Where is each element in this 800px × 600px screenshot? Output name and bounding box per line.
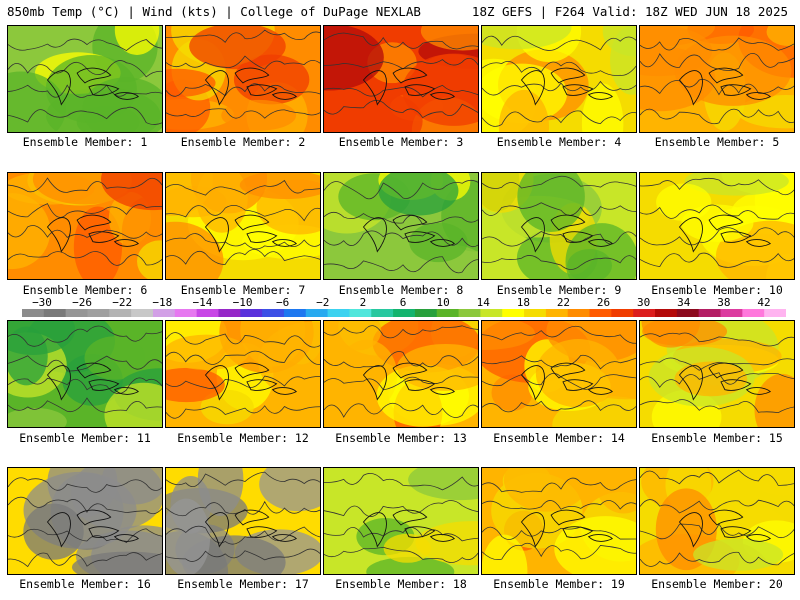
ensemble-map-6 (7, 172, 163, 280)
ensemble-member-label: Ensemble Member: 19 (493, 577, 625, 591)
colorbar-tick-label: 2 (359, 296, 367, 309)
ensemble-map-3 (323, 25, 479, 133)
ensemble-map-4 (481, 25, 637, 133)
ensemble-member-label: Ensemble Member: 15 (651, 431, 783, 445)
ensemble-member-label: Ensemble Member: 11 (19, 431, 151, 445)
colorbar-tick-label: −6 (276, 296, 290, 309)
ensemble-member-label: Ensemble Member: 10 (651, 283, 783, 297)
colorbar-tick-label: 42 (757, 296, 771, 309)
colorbar-swatch (22, 309, 45, 317)
ensemble-map-1 (7, 25, 163, 133)
map-title: 850mb Temp (°C) | Wind (kts) | College o… (7, 4, 421, 19)
model-valid-time: 18Z GEFS | F264 Valid: 18Z WED JUN 18 20… (471, 4, 788, 19)
colorbar-swatch (218, 309, 241, 317)
colorbar-swatch (633, 309, 656, 317)
colorbar-swatch (589, 309, 612, 317)
colorbar-swatch (305, 309, 329, 317)
ensemble-map-18 (323, 467, 479, 575)
ensemble-map-5 (639, 25, 795, 133)
ensemble-member-label: Ensemble Member: 5 (654, 135, 780, 149)
ensemble-map-8 (323, 172, 479, 280)
colorbar-swatch (436, 309, 460, 317)
ensemble-member-label: Ensemble Member: 7 (180, 283, 306, 297)
colorbar-swatch (43, 309, 67, 317)
ensemble-member-label: Ensemble Member: 2 (180, 135, 306, 149)
colorbar-tick-label: −30 (32, 296, 52, 309)
ensemble-map-10 (639, 172, 795, 280)
colorbar-swatch (131, 309, 154, 317)
colorbar-swatch (196, 309, 219, 317)
colorbar-swatch (262, 309, 285, 317)
ensemble-member-label: Ensemble Member: 9 (496, 283, 622, 297)
colorbar-tick-label: −2 (316, 296, 330, 309)
ensemble-member-label: Ensemble Member: 6 (22, 283, 148, 297)
ensemble-member-label: Ensemble Member: 4 (496, 135, 622, 149)
ensemble-map-20 (639, 467, 795, 575)
colorbar-swatch (567, 309, 591, 317)
ensemble-map-7 (165, 172, 321, 280)
ensemble-map-16 (7, 467, 163, 575)
colorbar-tick-label: −18 (152, 296, 173, 309)
colorbar-swatch (371, 309, 394, 317)
colorbar-swatch (174, 309, 198, 317)
colorbar-tick-label: 26 (596, 296, 611, 309)
ensemble-member-label: Ensemble Member: 13 (335, 431, 467, 445)
colorbar-tick-label: 14 (476, 296, 490, 309)
colorbar-swatch (480, 309, 503, 317)
ensemble-member-label: Ensemble Member: 18 (335, 577, 467, 591)
colorbar-tick-label: −22 (112, 296, 133, 309)
colorbar-tick-label: −26 (72, 296, 93, 309)
colorbar-tick-label: 18 (516, 296, 530, 309)
colorbar-swatch (393, 309, 416, 317)
temperature-colorbar (22, 309, 786, 317)
ensemble-map-12 (165, 320, 321, 428)
ensemble-member-label: Ensemble Member: 3 (338, 135, 464, 149)
colorbar-swatch (458, 309, 481, 317)
ensemble-map-14 (481, 320, 637, 428)
colorbar-tick-label: 22 (556, 296, 571, 309)
ensemble-member-label: Ensemble Member: 14 (493, 431, 625, 445)
ensemble-map-15 (639, 320, 795, 428)
ensemble-map-9 (481, 172, 637, 280)
colorbar-swatch (414, 309, 438, 317)
colorbar-swatch (720, 309, 743, 317)
colorbar-tick-label: 6 (399, 296, 407, 309)
colorbar-swatch (655, 309, 678, 317)
colorbar-swatch (349, 309, 372, 317)
ensemble-member-label: Ensemble Member: 17 (177, 577, 309, 591)
colorbar-tick-label: 30 (637, 296, 651, 309)
colorbar-swatch (87, 309, 110, 317)
ensemble-map-13 (323, 320, 479, 428)
colorbar-tick-label: 10 (436, 296, 450, 309)
colorbar-swatch (676, 309, 700, 317)
colorbar-swatch (109, 309, 132, 317)
ensemble-member-label: Ensemble Member: 8 (338, 283, 464, 297)
ensemble-member-label: Ensemble Member: 20 (651, 577, 783, 591)
colorbar-swatch (611, 309, 634, 317)
colorbar-swatch (698, 309, 722, 317)
colorbar-swatch (152, 309, 176, 317)
colorbar-swatch (742, 309, 765, 317)
ensemble-member-label: Ensemble Member: 12 (177, 431, 309, 445)
colorbar-swatch (524, 309, 547, 317)
ensemble-member-label: Ensemble Member: 16 (19, 577, 151, 591)
colorbar-swatch (327, 309, 350, 317)
ensemble-map-11 (7, 320, 163, 428)
ensemble-map-17 (165, 467, 321, 575)
colorbar-swatch (283, 309, 307, 317)
ensemble-member-label: Ensemble Member: 1 (22, 135, 148, 149)
ensemble-map-2 (165, 25, 321, 133)
colorbar-swatch (502, 309, 525, 317)
colorbar-tick-label: −10 (232, 296, 253, 309)
colorbar-tick-label: 38 (717, 296, 731, 309)
colorbar-tick-label: −14 (192, 296, 213, 309)
colorbar-swatch (545, 309, 569, 317)
colorbar-tick-label: 34 (677, 296, 691, 309)
ensemble-map-19 (481, 467, 637, 575)
colorbar-swatch (764, 309, 786, 317)
colorbar-swatch (65, 309, 88, 317)
colorbar-swatch (240, 309, 263, 317)
